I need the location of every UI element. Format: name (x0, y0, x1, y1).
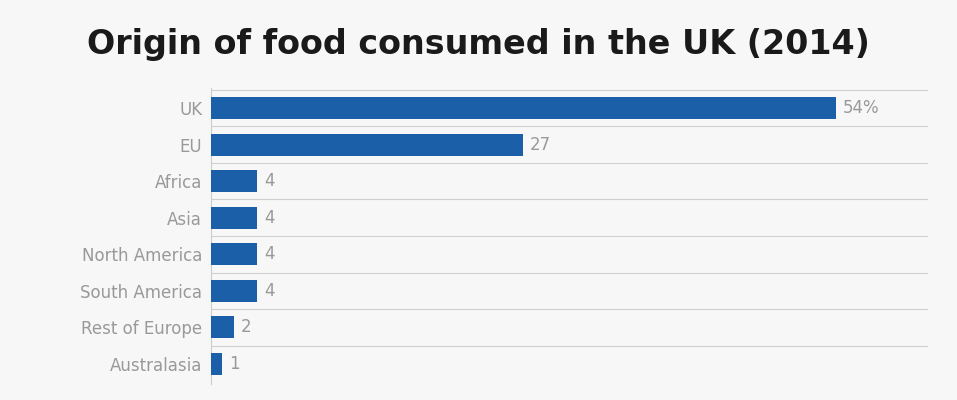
Text: 54%: 54% (842, 99, 879, 117)
Text: 4: 4 (264, 209, 275, 227)
Text: 4: 4 (264, 245, 275, 263)
Bar (211, 243, 256, 265)
Text: 27: 27 (530, 136, 551, 154)
Text: 2: 2 (240, 318, 252, 336)
Bar (211, 170, 256, 192)
Bar (211, 207, 256, 229)
Bar (211, 316, 234, 338)
Bar (211, 134, 523, 156)
Text: 4: 4 (264, 172, 275, 190)
Text: Origin of food consumed in the UK (2014): Origin of food consumed in the UK (2014) (87, 28, 870, 61)
Text: 1: 1 (229, 355, 239, 373)
Bar (211, 280, 256, 302)
Bar (211, 353, 222, 375)
Bar (211, 97, 835, 119)
Text: 4: 4 (264, 282, 275, 300)
